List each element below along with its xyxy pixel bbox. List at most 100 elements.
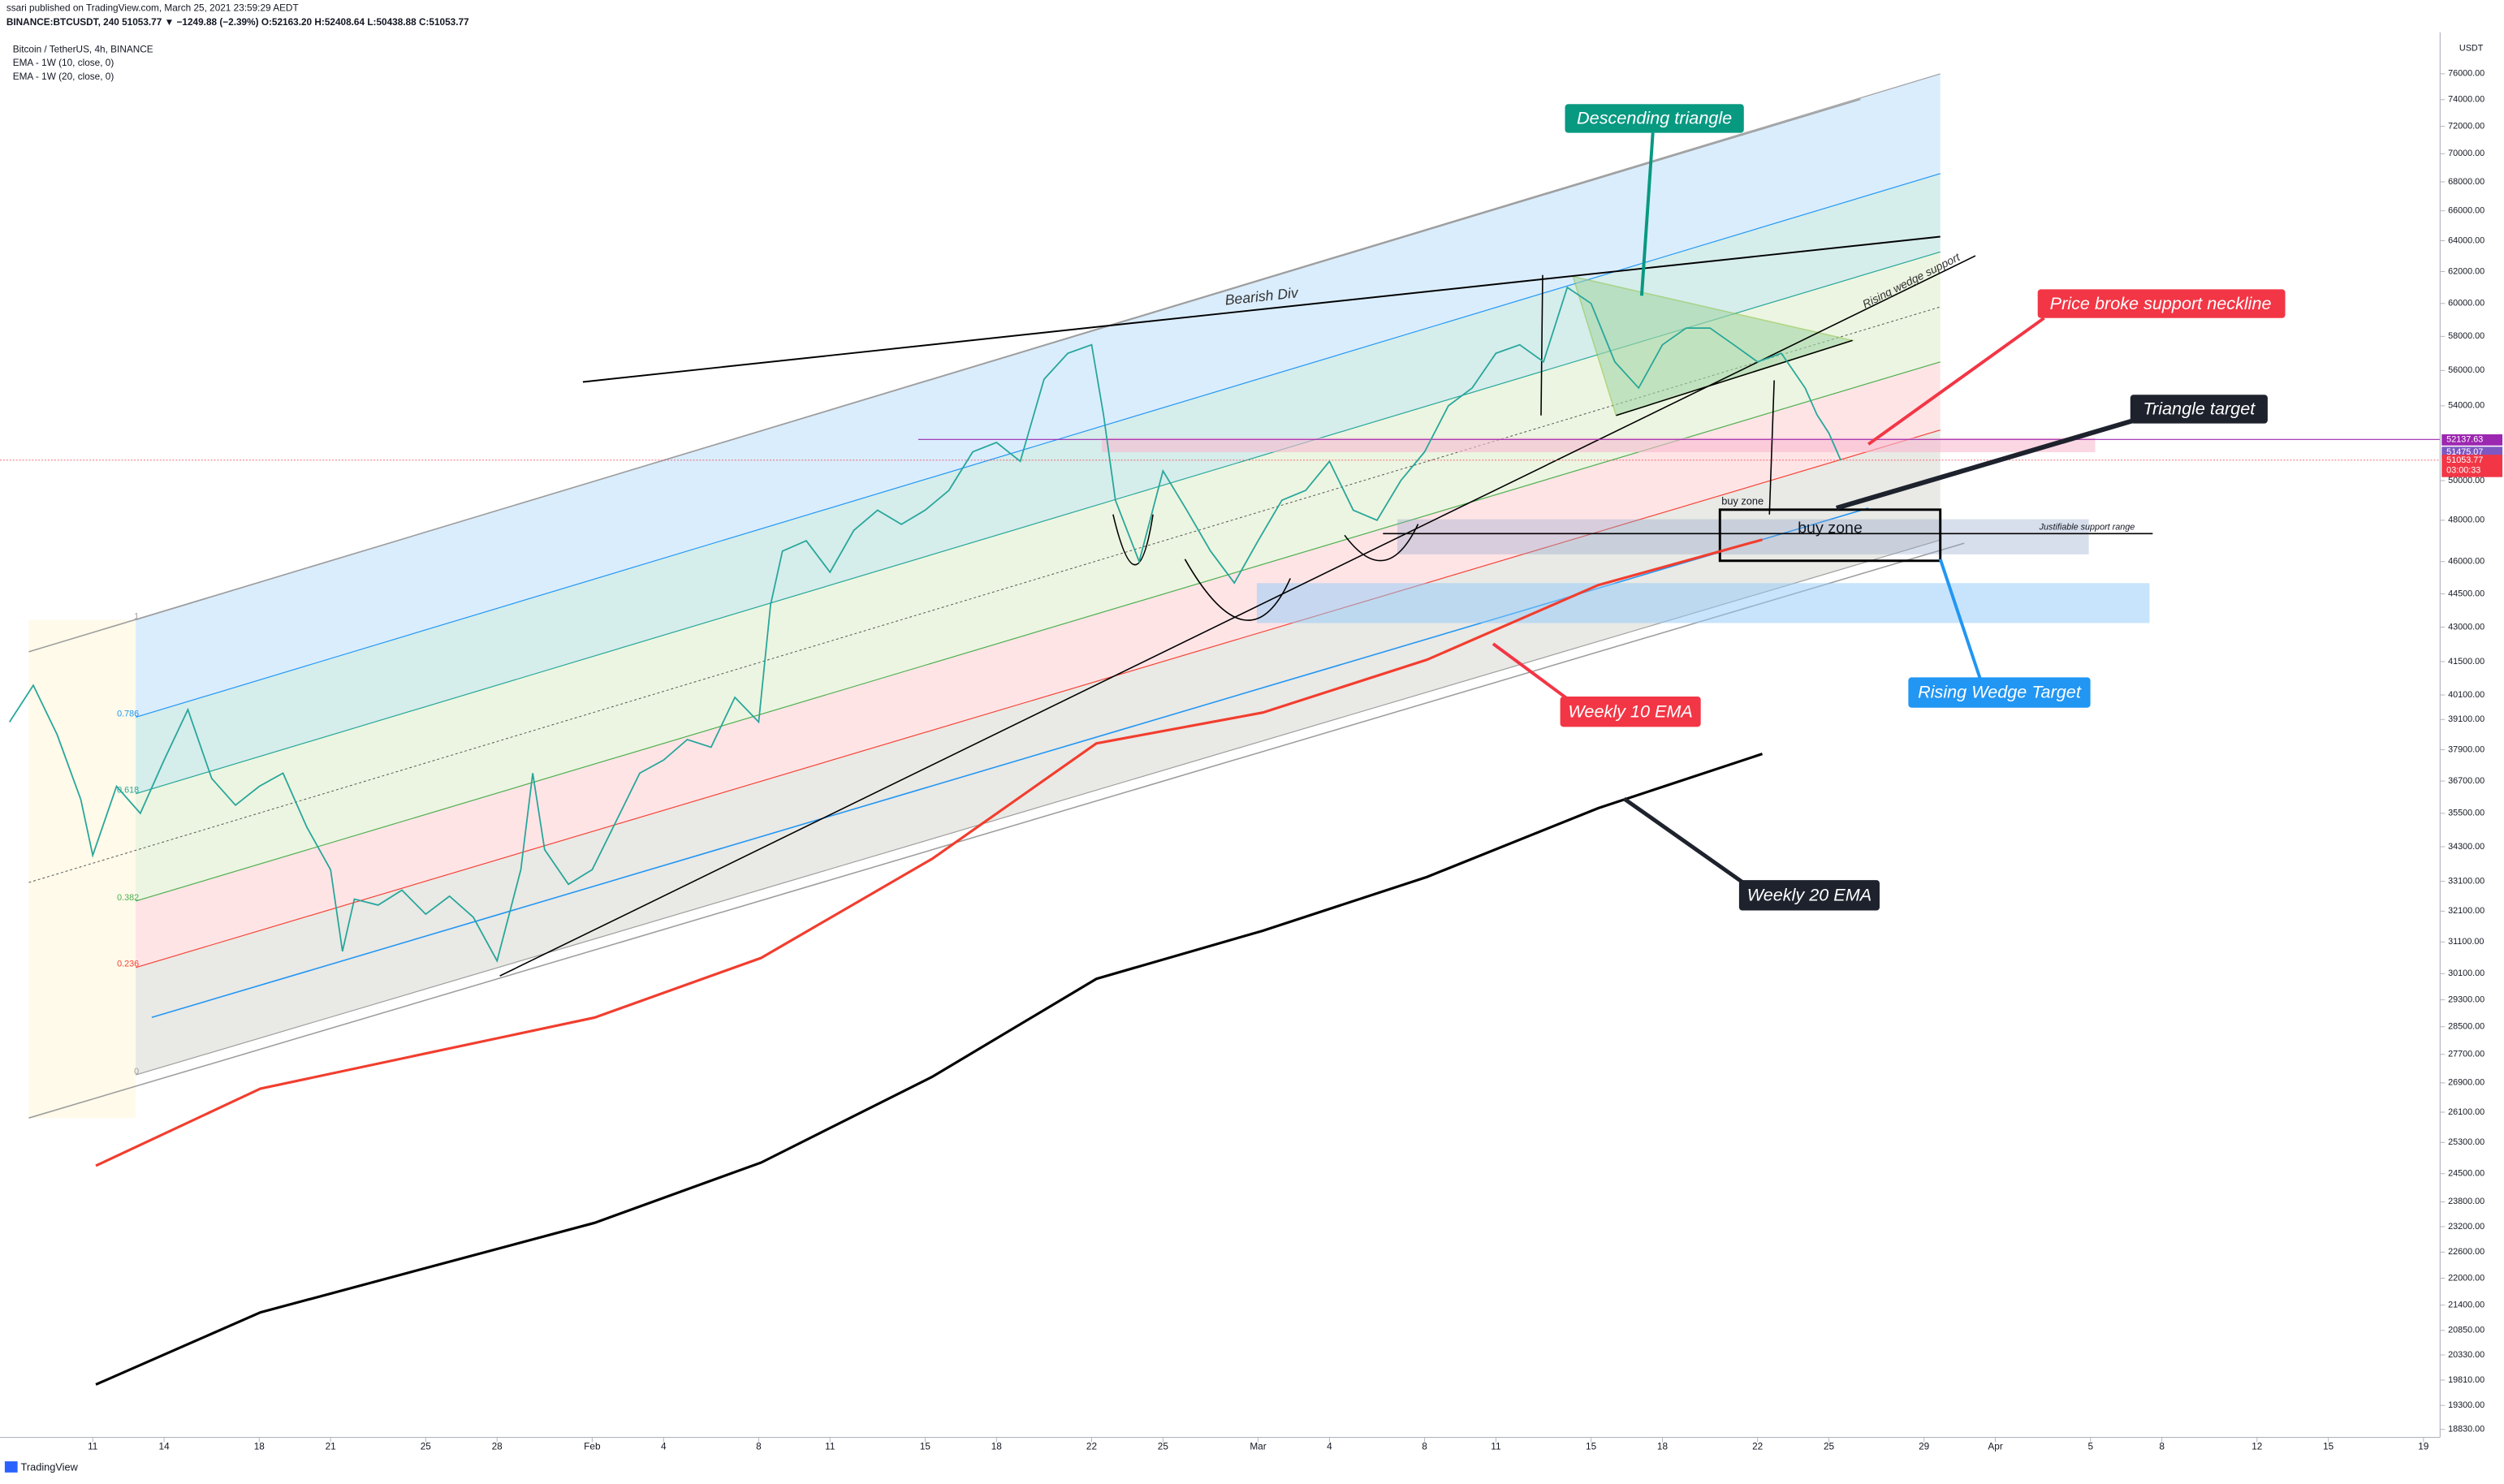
series-line (8, 286, 1841, 963)
annotation: Rising Wedge Target (1918, 682, 2082, 702)
y-tick-label: 28500.00 (2448, 1022, 2485, 1032)
x-tick-label: 11 (825, 1440, 835, 1452)
publisher: ssari published on TradingView.com, Marc… (6, 2, 299, 13)
y-tick-label: 22000.00 (2448, 1273, 2485, 1283)
y-tick-label: 58000.00 (2448, 331, 2485, 341)
fib-label: 1 (134, 611, 139, 621)
price-label-box (2441, 455, 2503, 477)
y-tick-label: 19810.00 (2448, 1375, 2485, 1385)
currency: USDT (2459, 43, 2484, 53)
pointer (1938, 559, 1982, 679)
channel-band (136, 361, 1941, 968)
x-tick-label: 14 (159, 1440, 171, 1452)
plot (8, 286, 1841, 1386)
price-label: 51053.77 (2446, 455, 2483, 465)
x-tick-label: 11 (88, 1440, 97, 1452)
bottom-curve (1112, 514, 1154, 566)
support-zone (1397, 519, 2089, 554)
price-label: 51475.07 (2446, 447, 2483, 457)
bottom-curve (1184, 559, 1291, 621)
channel-line (136, 429, 1941, 968)
y-tick-label: 66000.00 (2448, 206, 2485, 216)
callout-box (2037, 289, 2286, 318)
fib-label: 0.382 (117, 893, 139, 903)
y-tick-label: 26900.00 (2448, 1078, 2485, 1088)
y-tick-label: 20330.00 (2448, 1350, 2485, 1360)
y-tick-label: 21400.00 (2448, 1300, 2485, 1309)
y-tick-label: 32100.00 (2448, 906, 2485, 916)
x-tick-label: 21 (326, 1440, 336, 1452)
callout-box (1565, 104, 1744, 133)
series-line (95, 753, 1764, 1386)
price-label: 52137.63 (2446, 435, 2483, 445)
y-tick-label: 56000.00 (2448, 365, 2485, 375)
y-tick-label: 25300.00 (2448, 1137, 2485, 1147)
y-tick-label: 48000.00 (2448, 516, 2485, 525)
time-axis (0, 1437, 2504, 1484)
y-tick-label: 35500.00 (2448, 809, 2485, 818)
y-tick-label: 36700.00 (2448, 776, 2485, 786)
annotation: buy zone (1798, 520, 1863, 537)
legend-entry: EMA - 1W (10, close, 0) (13, 57, 114, 68)
buy-zone-box (1718, 508, 1942, 563)
y-tick-label: 74000.00 (2448, 95, 2485, 105)
y-tick-label: 37900.00 (2448, 744, 2485, 754)
y-tick-label: 23800.00 (2448, 1197, 2485, 1206)
annotation: buy zone (1721, 494, 1764, 507)
channel-outer (28, 98, 1861, 653)
x-tick-label: 15 (1586, 1440, 1597, 1452)
annotation: Weekly 10 EMA (1568, 701, 1692, 721)
annotation: Price broke support neckline (2050, 293, 2272, 313)
x-tick-label: 25 (1824, 1440, 1835, 1452)
x-tick-label: 15 (920, 1440, 931, 1452)
y-tick-label: 22600.00 (2448, 1247, 2485, 1257)
callout-box (1738, 880, 1880, 911)
y-tick-label: 62000.00 (2448, 266, 2485, 276)
channel-line (136, 173, 1941, 718)
channel-line (136, 539, 1941, 1076)
y-tick-label: 18830.00 (2448, 1425, 2485, 1434)
x-tick-label: 22 (1752, 1440, 1763, 1452)
y-tick-label: 27700.00 (2448, 1050, 2485, 1059)
axes: 76000.00 74000.00 72000.00 70000.00 68000.00… (88, 69, 2503, 1452)
y-tick-label: 50000.00 (2448, 476, 2485, 485)
channel-band (136, 252, 1941, 901)
wedge-target-zone (1256, 583, 2150, 623)
x-tick-label: 18 (254, 1440, 266, 1452)
legend: Bitcoin / TetherUS, 4h, BINANCE EMA - 1W … (13, 43, 153, 81)
x-tick-label: 4 (1327, 1440, 1332, 1452)
y-tick-label: 29300.00 (2448, 994, 2485, 1004)
wedge-support-line (499, 255, 1976, 977)
channel-band (136, 173, 1941, 794)
countdown: 03:00:33 (2446, 466, 2480, 476)
x-tick-label: 18 (1657, 1440, 1669, 1452)
header-bar (0, 0, 2504, 32)
callout-box (1908, 677, 2091, 708)
y-tick-label: 40100.00 (2448, 690, 2485, 700)
x-tick-label: 19 (2418, 1440, 2428, 1452)
pointer (1622, 796, 1751, 889)
pointer (1639, 132, 1655, 296)
y-tick-label: 34300.00 (2448, 842, 2485, 852)
fib-label: 0.786 (117, 709, 139, 718)
y-tick-label: 44500.00 (2448, 589, 2485, 598)
target-leg (1768, 380, 1775, 515)
bottom-curve (1344, 524, 1419, 562)
x-tick-label: 5 (2087, 1440, 2093, 1452)
annotation: Descending triangle (1577, 108, 1732, 128)
x-tick-label: Apr (1988, 1440, 2002, 1452)
x-tick-label: 8 (2159, 1440, 2165, 1452)
x-tick-label: 25 (1158, 1440, 1169, 1452)
y-tick-label: 46000.00 (2448, 557, 2485, 567)
legend-entry: Bitcoin / TetherUS, 4h, BINANCE (13, 43, 153, 54)
callout-box (2130, 395, 2268, 424)
x-tick-label: 18 (991, 1440, 1003, 1452)
price-axis (2440, 0, 2504, 1484)
y-tick-label: 19300.00 (2448, 1400, 2485, 1410)
y-tick-label: 64000.00 (2448, 235, 2485, 245)
annotation: Triangle target (2143, 399, 2256, 419)
series-line (95, 538, 1763, 1167)
y-tick-label: 76000.00 (2448, 69, 2485, 79)
